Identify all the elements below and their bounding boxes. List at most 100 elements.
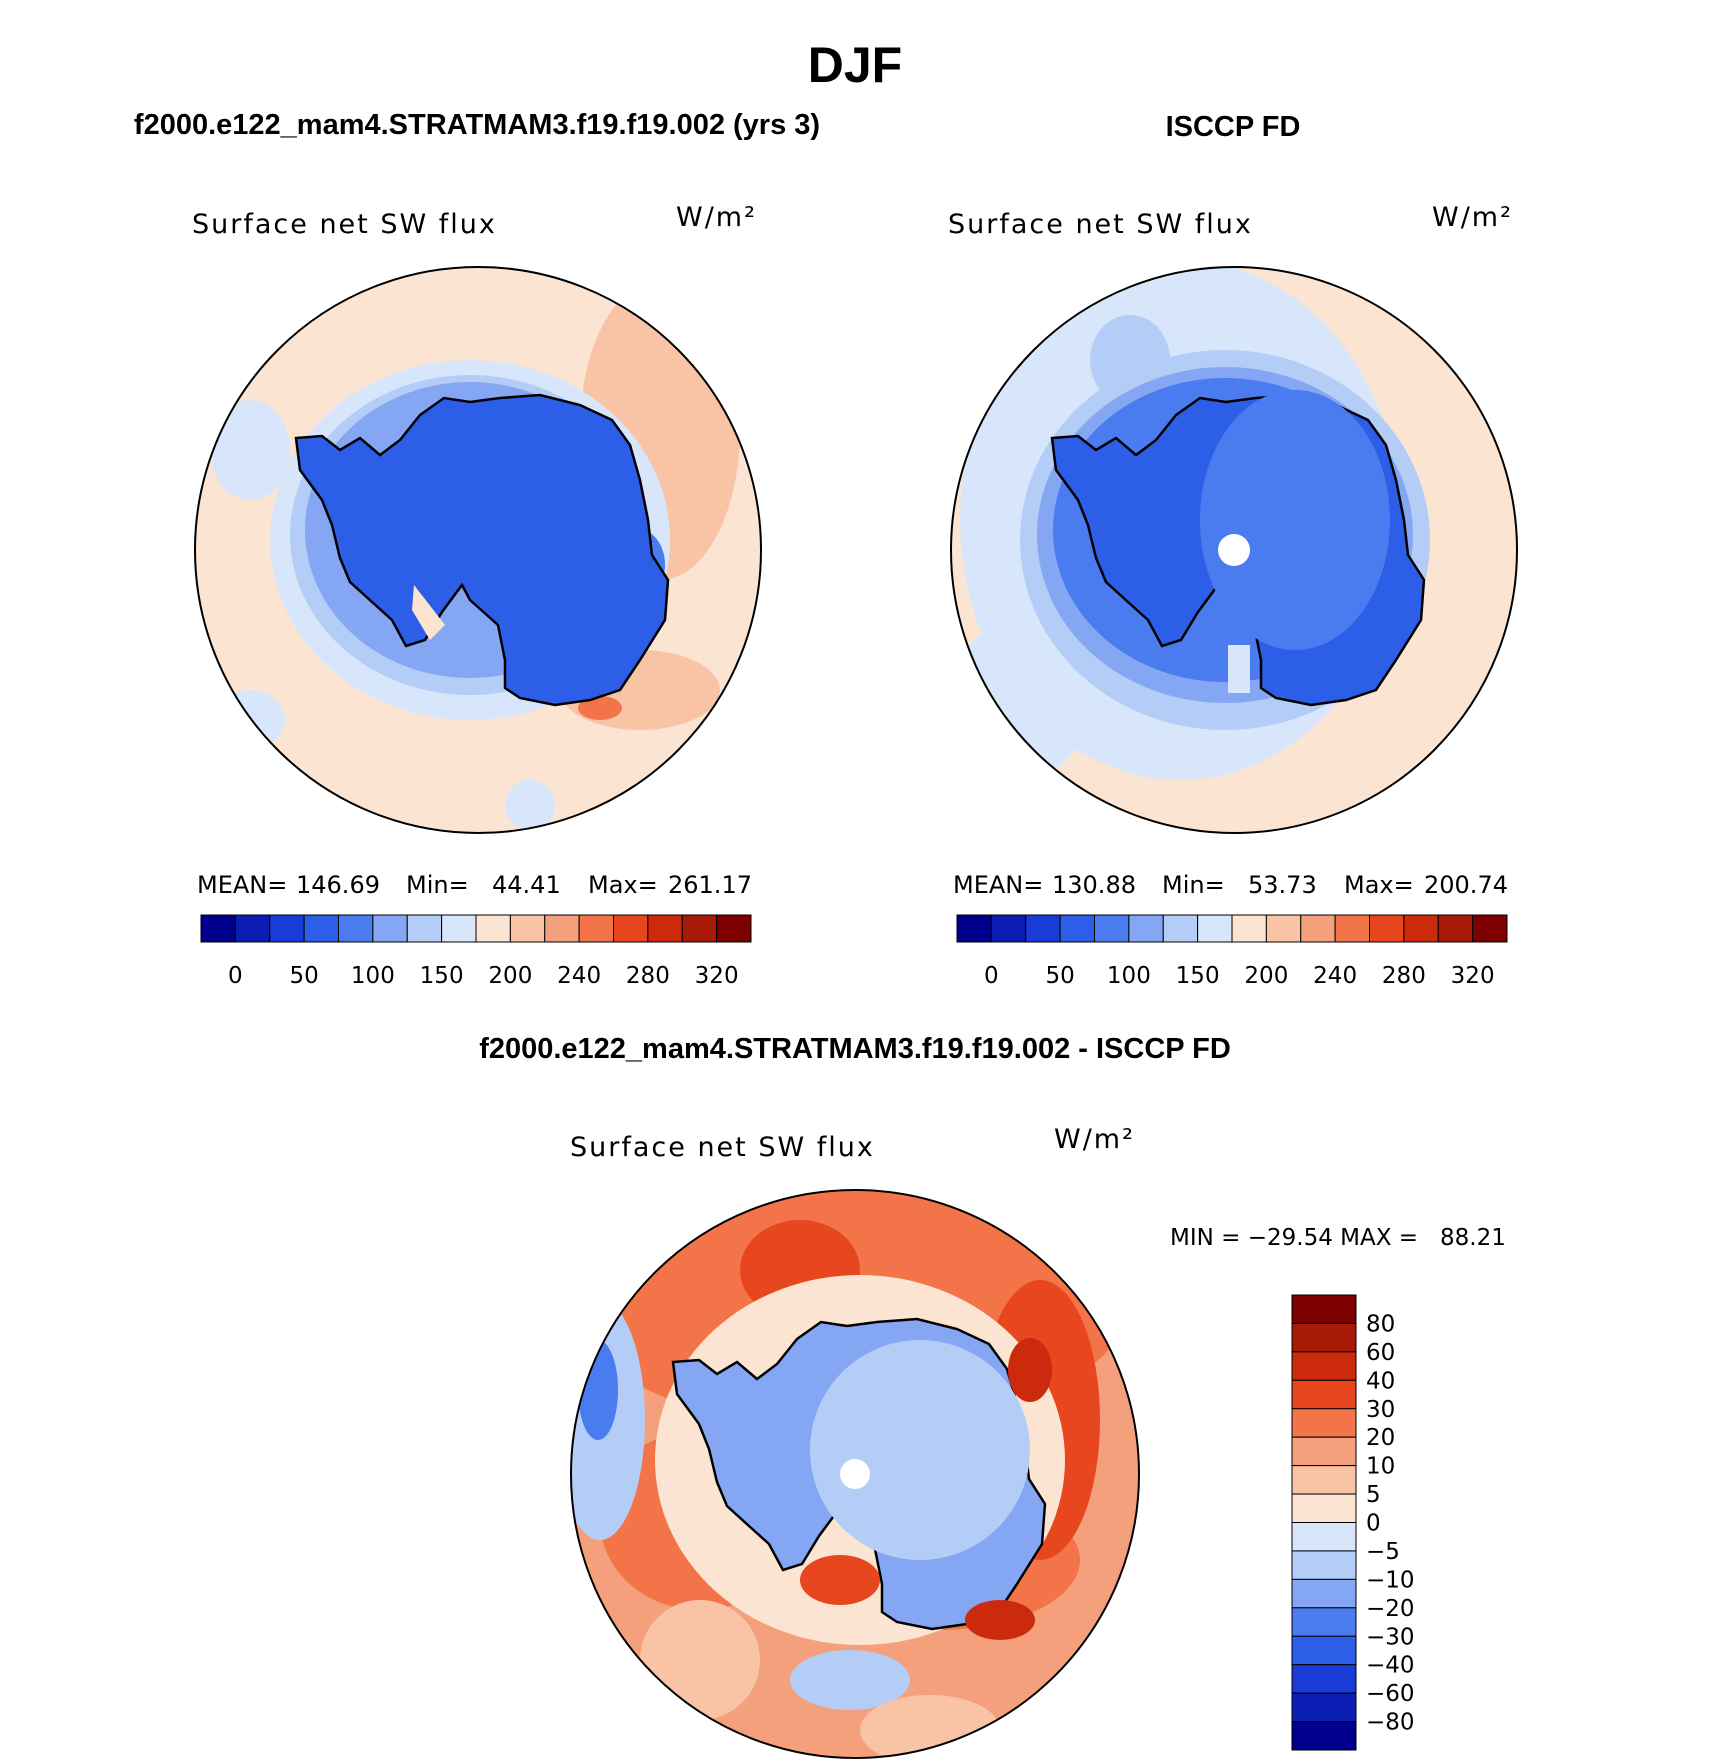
colorbar-swatch xyxy=(1291,1322,1357,1353)
model-colorbar-labels: 0 50 100 150 200 240 280 320 xyxy=(228,963,739,989)
obs-max-value: 200.74 xyxy=(1424,871,1508,899)
model-mean-value: 146.69 xyxy=(296,871,380,899)
colorbar-tick-label: 0 xyxy=(984,963,999,989)
colorbar-swatch xyxy=(1231,914,1267,943)
colorbar-swatch xyxy=(1291,1351,1357,1381)
diff-variable-label: Surface net SW flux xyxy=(570,1132,875,1163)
model-variable-label: Surface net SW flux xyxy=(192,209,497,240)
obs-max-label: Max= xyxy=(1344,871,1414,899)
colorbar-swatch xyxy=(1291,1692,1357,1723)
colorbar-tick-label: −30 xyxy=(1366,1624,1415,1650)
colorbar-swatch xyxy=(1437,914,1474,943)
obs-units-label: W/m² xyxy=(1432,202,1513,233)
colorbar-swatch xyxy=(1291,1578,1357,1609)
obs-variable-label: Surface net SW flux xyxy=(948,209,1253,240)
colorbar-tick-label: 0 xyxy=(1366,1511,1381,1537)
colorbar-tick-label: 80 xyxy=(1366,1311,1395,1337)
diff-panel-title: f2000.e122_mam4.STRATMAM3.f19.f19.002 - … xyxy=(479,1033,1231,1065)
colorbar-swatch xyxy=(1291,1664,1357,1694)
colorbar-swatch xyxy=(1472,914,1508,943)
colorbar-swatch xyxy=(647,914,683,943)
colorbar-tick-label: 20 xyxy=(1366,1425,1395,1451)
obs-stats: MEAN= 130.88 Min= 53.73 Max= 200.74 xyxy=(953,871,1508,899)
model-colorbar xyxy=(200,914,752,943)
colorbar-tick-label: −10 xyxy=(1366,1567,1415,1593)
colorbar-tick-label: 60 xyxy=(1366,1340,1395,1366)
obs-panel: Surface net SW flux W/m² MEAN= 130.88 Mi… xyxy=(948,202,1518,989)
colorbar-tick-label: −5 xyxy=(1366,1539,1400,1565)
colorbar-tick-label: 240 xyxy=(1313,963,1357,989)
colorbar-swatch xyxy=(441,914,477,943)
colorbar-swatch xyxy=(990,914,1027,943)
colorbar-swatch xyxy=(1291,1635,1357,1666)
colorbar-tick-label: 40 xyxy=(1366,1368,1395,1394)
colorbar-swatch xyxy=(544,914,580,943)
colorbar-swatch xyxy=(406,914,443,943)
colorbar-swatch xyxy=(303,914,339,943)
colorbar-swatch xyxy=(338,914,374,943)
colorbar-swatch xyxy=(1291,1379,1357,1410)
colorbar-swatch xyxy=(613,914,649,943)
diff-map-border xyxy=(570,1189,1140,1759)
obs-panel-title: ISCCP FD xyxy=(1166,111,1301,143)
model-min-value: 44.41 xyxy=(492,871,561,899)
colorbar-swatch xyxy=(1291,1721,1357,1751)
colorbar-swatch xyxy=(234,914,271,943)
colorbar-swatch xyxy=(1403,914,1439,943)
obs-map xyxy=(951,267,1517,833)
colorbar-swatch xyxy=(1094,914,1130,943)
model-max-value: 261.17 xyxy=(668,871,752,899)
colorbar-swatch xyxy=(1291,1522,1357,1552)
colorbar-swatch xyxy=(1291,1607,1357,1637)
colorbar-swatch xyxy=(372,914,408,943)
colorbar-tick-label: 150 xyxy=(1176,963,1220,989)
diff-units-label: W/m² xyxy=(1054,1124,1135,1155)
diff-colorbar xyxy=(1291,1294,1357,1751)
colorbar-swatch xyxy=(1291,1436,1357,1467)
colorbar-swatch xyxy=(1025,914,1061,943)
diff-panel: Surface net SW flux W/m² MIN = −29.54 MA… xyxy=(570,1124,1506,1759)
colorbar-tick-label: 50 xyxy=(1045,963,1074,989)
colorbar-tick-label: 5 xyxy=(1366,1482,1381,1508)
colorbar-swatch xyxy=(475,914,511,943)
model-map-border xyxy=(194,266,762,834)
model-stats: MEAN= 146.69 Min= 44.41 Max= 261.17 xyxy=(197,871,752,899)
colorbar-swatch xyxy=(1291,1294,1357,1324)
obs-mean-label: MEAN= xyxy=(953,871,1043,899)
model-map xyxy=(195,267,761,833)
model-panel: Surface net SW flux W/m² MEAN= 146.69 Mi… xyxy=(192,202,762,989)
colorbar-swatch xyxy=(1162,914,1199,943)
obs-colorbar-labels: 0 50 100 150 200 240 280 320 xyxy=(984,963,1495,989)
colorbar-swatch xyxy=(1265,914,1302,943)
colorbar-swatch xyxy=(1291,1493,1357,1523)
colorbar-swatch xyxy=(200,914,236,943)
obs-min-label: Min= xyxy=(1162,871,1225,899)
colorbar-tick-label: 240 xyxy=(557,963,601,989)
colorbar-tick-label: 100 xyxy=(1107,963,1151,989)
colorbar-tick-label: 280 xyxy=(1382,963,1426,989)
colorbar-swatch xyxy=(681,914,718,943)
colorbar-tick-label: 100 xyxy=(351,963,395,989)
colorbar-swatch xyxy=(956,914,992,943)
colorbar-swatch xyxy=(1059,914,1095,943)
colorbar-tick-label: −20 xyxy=(1366,1596,1415,1622)
colorbar-swatch xyxy=(1334,914,1370,943)
colorbar-tick-label: 50 xyxy=(289,963,318,989)
colorbar-tick-label: −80 xyxy=(1366,1710,1415,1736)
model-units-label: W/m² xyxy=(676,202,757,233)
colorbar-tick-label: −40 xyxy=(1366,1653,1415,1679)
obs-colorbar xyxy=(956,914,1508,943)
colorbar-swatch xyxy=(1128,914,1164,943)
colorbar-tick-label: 280 xyxy=(626,963,670,989)
colorbar-swatch xyxy=(269,914,305,943)
obs-min-value: 53.73 xyxy=(1248,871,1317,899)
model-mean-label: MEAN= xyxy=(197,871,287,899)
colorbar-swatch xyxy=(1300,914,1336,943)
obs-mean-value: 130.88 xyxy=(1052,871,1136,899)
colorbar-tick-label: 320 xyxy=(1451,963,1495,989)
colorbar-swatch xyxy=(1197,914,1233,943)
colorbar-tick-label: 150 xyxy=(420,963,464,989)
colorbar-tick-label: 0 xyxy=(228,963,243,989)
colorbar-swatch xyxy=(578,914,614,943)
